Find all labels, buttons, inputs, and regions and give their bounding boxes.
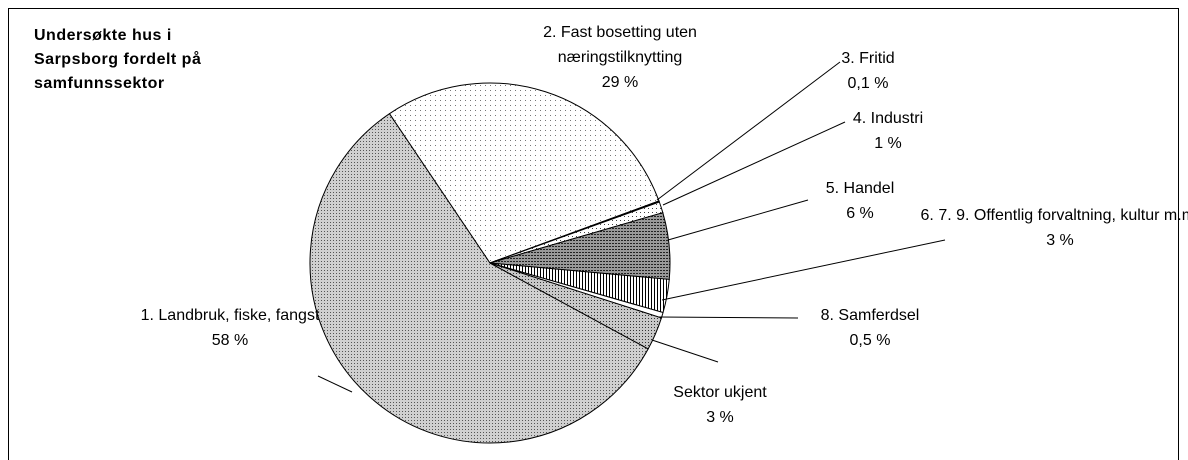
leader-line <box>662 121 846 206</box>
slice-label: 5. Handel 6 % <box>780 176 940 226</box>
value-label: 3 % <box>706 409 734 426</box>
value-label: 6 % <box>846 205 874 222</box>
value-label: 58 % <box>211 332 249 349</box>
category-label: 8. Samferdsel <box>820 307 920 324</box>
slice-label: 6. 7. 9. Offentlig forvaltning, kultur m… <box>910 203 1188 253</box>
pie-slice <box>489 262 663 350</box>
frame <box>8 8 1179 460</box>
slice-label: 2. Fast bosetting uten næringstilknyttin… <box>500 20 740 95</box>
leader-line <box>317 375 353 393</box>
value-label: 0,1 % <box>847 75 889 92</box>
slice-label: Sektor ukjent 3 % <box>630 380 810 430</box>
leader-line <box>661 239 946 301</box>
category-label: 1. Landbruk, fiske, fangst <box>140 307 320 324</box>
pie-slice <box>309 112 649 444</box>
slice-label: 3. Fritid 0,1 % <box>788 46 948 96</box>
category-label: Sektor ukjent <box>673 384 767 401</box>
leader-line <box>651 339 719 363</box>
pie-slice <box>388 82 660 264</box>
category-label: 4. Industri <box>852 110 924 127</box>
leader-line <box>657 316 799 319</box>
category-label: 2. Fast bosetting uten næringstilknyttin… <box>543 24 697 66</box>
slice-label: 1. Landbruk, fiske, fangst 58 % <box>130 303 330 353</box>
value-label: 29 % <box>601 74 639 91</box>
value-label: 0,5 % <box>849 332 891 349</box>
leader-line <box>667 199 809 241</box>
value-label: 1 % <box>874 135 902 152</box>
slice-label: 4. Industri 1 % <box>808 106 968 156</box>
chart-title: Undersøkte hus i Sarpsborg fordelt på sa… <box>34 27 202 92</box>
category-label: 6. 7. 9. Offentlig forvaltning, kultur m… <box>920 207 1188 224</box>
category-label: 5. Handel <box>825 180 895 197</box>
value-label: 3 % <box>1046 232 1074 249</box>
leader-line <box>656 61 841 201</box>
category-label: 3. Fritid <box>841 50 895 67</box>
slice-label: 8. Samferdsel 0,5 % <box>780 303 960 353</box>
